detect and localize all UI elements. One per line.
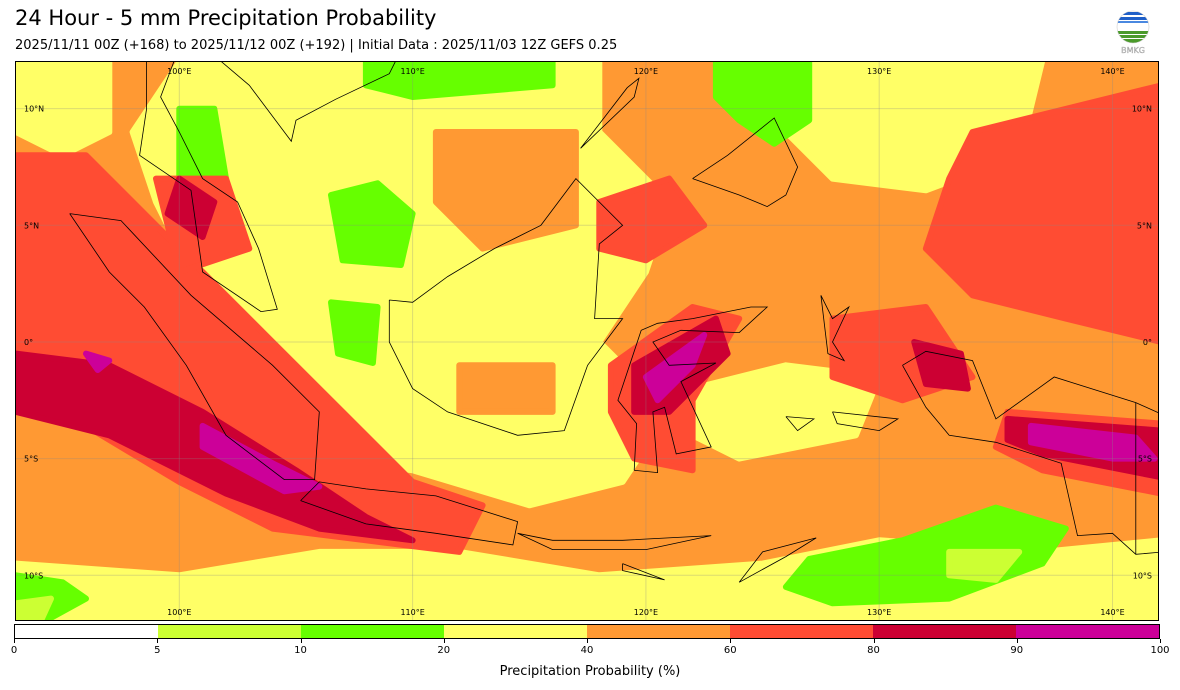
coastline-malaya xyxy=(139,62,278,313)
coastline-borneo xyxy=(388,177,624,436)
bmkg-logo: BMKG xyxy=(1113,10,1153,56)
latitude-label: 5°S xyxy=(24,455,38,464)
longitude-label: 100°E xyxy=(167,608,191,617)
latitude-label: 5°S xyxy=(1138,455,1152,464)
colorbar-tick-label: 0 xyxy=(10,645,18,656)
probability-region-crimson xyxy=(164,175,218,240)
probability-region-magenta xyxy=(199,422,323,495)
probability-region-red xyxy=(922,83,1158,345)
probability-region-red xyxy=(596,175,708,264)
colorbar-tick xyxy=(300,639,302,643)
coastline-timor xyxy=(738,537,817,583)
svg-text:BMKG: BMKG xyxy=(1121,46,1145,55)
colorbar-tick xyxy=(1016,639,1018,643)
colorbar-segment xyxy=(301,625,444,638)
colorbar-segment xyxy=(15,625,158,638)
longitude-label: 110°E xyxy=(400,67,424,76)
coastline-halmahera xyxy=(820,295,850,362)
chart-subtitle: 2025/11/11 00Z (+168) to 2025/11/12 00Z … xyxy=(15,38,618,53)
colorbar-tick-label: 90 xyxy=(1010,645,1024,656)
probability-region-magenta xyxy=(642,332,708,404)
colorbar-tick xyxy=(1160,639,1161,643)
coastline-buru xyxy=(785,416,816,432)
probability-region-green xyxy=(328,180,416,268)
probability-region-green xyxy=(712,62,813,147)
colorbar xyxy=(14,624,1160,639)
latitude-label: 0° xyxy=(1143,338,1152,347)
probability-region-magenta xyxy=(83,350,113,373)
latitude-label: 10°S xyxy=(24,571,43,580)
colorbar-segment xyxy=(873,625,1016,638)
latitude-label: 10°N xyxy=(1132,105,1152,114)
colorbar-tick xyxy=(587,639,588,643)
coastline-indochina xyxy=(221,62,396,143)
probability-region-lime xyxy=(946,548,1023,583)
colorbar-tick-label: 100 xyxy=(1150,645,1170,656)
probability-region-green xyxy=(328,299,381,366)
colorbar-tick xyxy=(873,639,875,643)
coastline-sumatra xyxy=(69,213,320,481)
coastline-sulawesi xyxy=(617,306,769,474)
coastline-java xyxy=(300,481,519,546)
probability-region-crimson xyxy=(911,339,971,392)
probability-region-lime xyxy=(16,595,54,620)
probability-region-orange xyxy=(432,129,579,252)
colorbar-segment xyxy=(587,625,730,638)
probability-region-magenta xyxy=(1027,422,1158,462)
probability-region-green xyxy=(362,62,556,100)
coastline-sumba xyxy=(622,563,665,581)
probability-region-yellow xyxy=(16,62,113,159)
coastline-seram xyxy=(832,411,900,432)
colorbar-tick-label: 40 xyxy=(580,645,594,656)
longitude-label: 120°E xyxy=(634,608,658,617)
colorbar-tick-label: 20 xyxy=(437,645,451,656)
longitude-label: 100°E xyxy=(167,67,191,76)
colorbar-tick xyxy=(14,639,15,643)
colorbar-segment xyxy=(444,625,587,638)
colorbar-segment xyxy=(158,625,301,638)
coastline-palawan xyxy=(580,77,640,149)
longitude-label: 140°E xyxy=(1100,67,1124,76)
longitude-label: 120°E xyxy=(634,67,658,76)
longitude-label: 110°E xyxy=(400,608,424,617)
latitude-label: 10°S xyxy=(1133,571,1152,580)
precipitation-probability-map: 100°E 100°E 110°E 110°E 120°E 120°E 130°E 130°E… xyxy=(15,61,1159,621)
colorbar-tick-label: 5 xyxy=(154,645,161,656)
longitude-label: 130°E xyxy=(867,67,891,76)
chart-title: 24 Hour - 5 mm Precipitation Probability xyxy=(15,6,437,30)
latitude-label: 5°N xyxy=(24,221,39,230)
latitude-label: 10°N xyxy=(24,105,44,114)
colorbar-tick xyxy=(157,639,159,643)
longitude-label: 130°E xyxy=(867,608,891,617)
colorbar-segment xyxy=(730,625,873,638)
colorbar-segment xyxy=(1016,625,1159,638)
colorbar-tick xyxy=(443,639,445,643)
coastline-nusa xyxy=(517,532,712,551)
colorbar-tick-label: 60 xyxy=(723,645,737,656)
probability-region-orange xyxy=(456,362,556,415)
colorbar-label: Precipitation Probability (%) xyxy=(499,664,681,679)
colorbar-tick-label: 80 xyxy=(867,645,880,656)
latitude-label: 0° xyxy=(24,338,33,347)
colorbar-tick xyxy=(730,639,732,643)
longitude-label: 140°E xyxy=(1100,608,1124,617)
coastline-mindanao xyxy=(692,117,799,208)
latitude-label: 5°N xyxy=(1137,221,1152,230)
coastline-papua xyxy=(902,350,1158,555)
colorbar-tick-label: 10 xyxy=(294,645,307,656)
